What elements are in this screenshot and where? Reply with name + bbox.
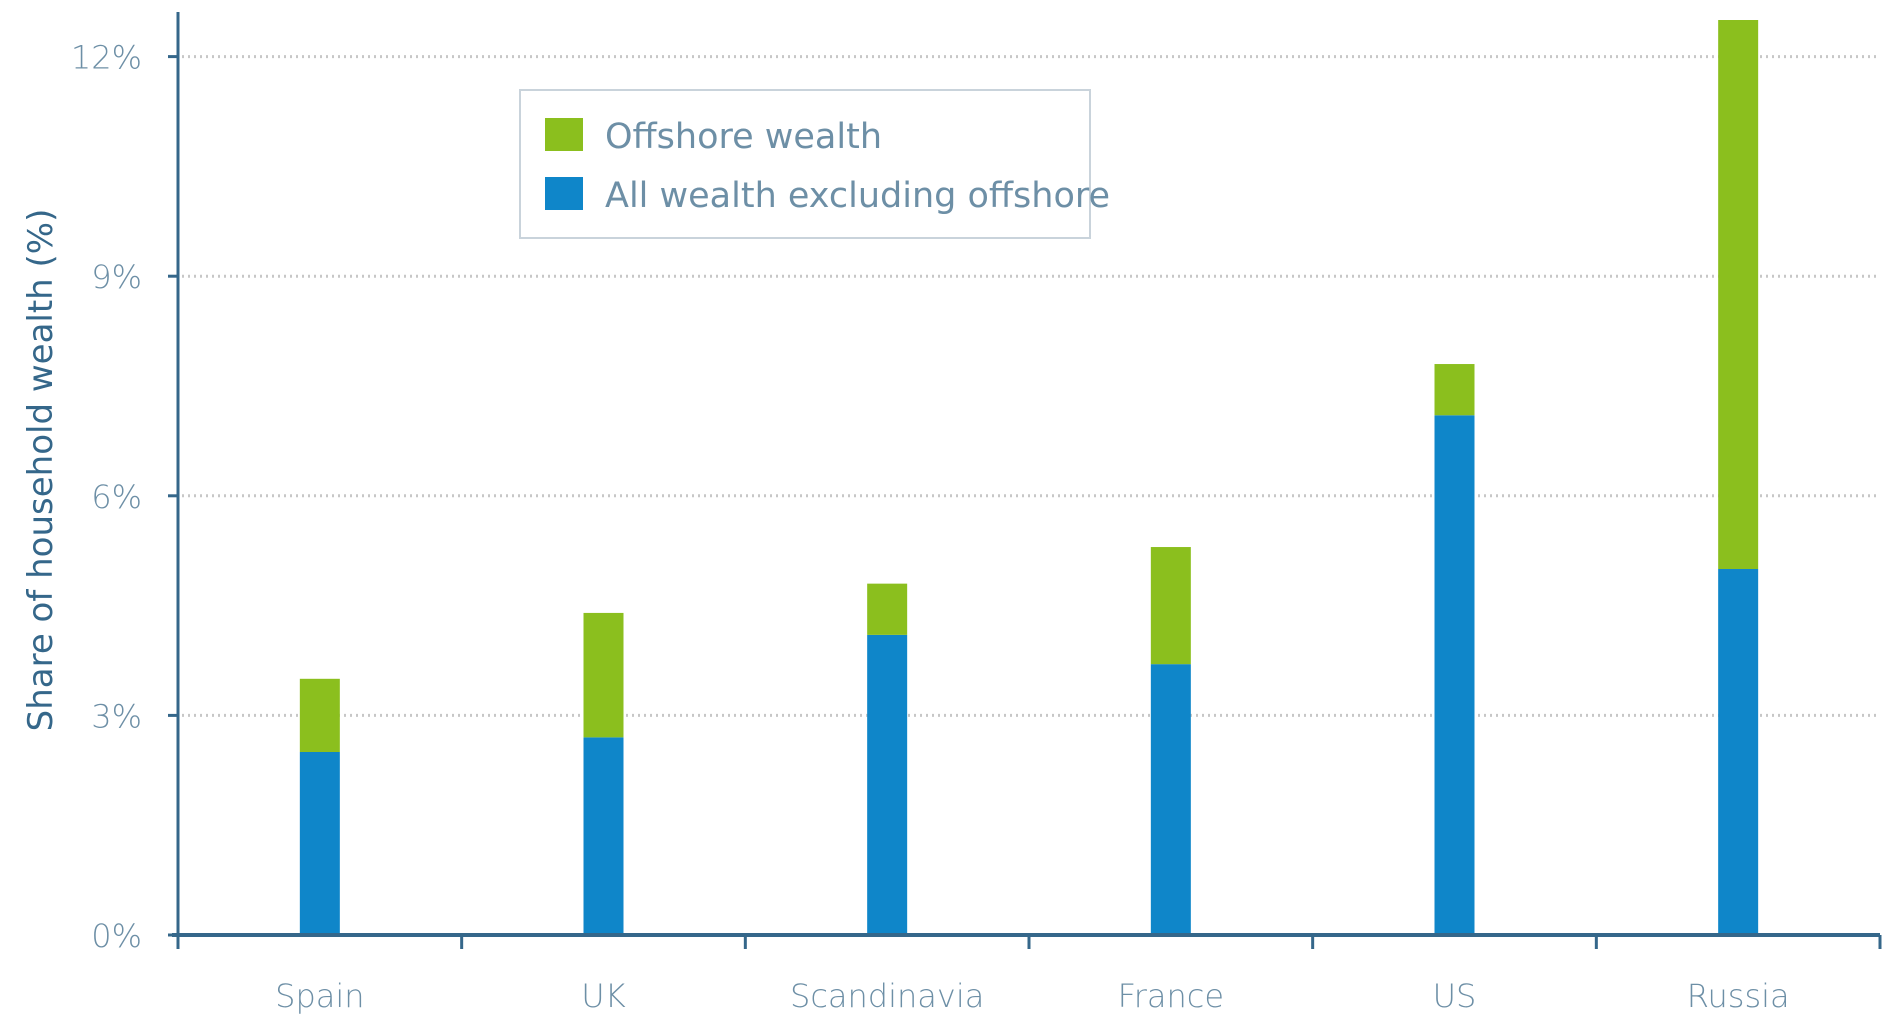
legend-swatch-offshore [545, 118, 583, 151]
bar-france-excluding-offshore [1150, 664, 1191, 935]
x-tick-label: US [1433, 977, 1477, 1015]
x-tick-label: Spain [275, 977, 364, 1015]
bar-uk-excluding-offshore [583, 737, 624, 935]
x-tick-label: Scandinavia [790, 977, 984, 1015]
axes [168, 12, 1882, 949]
legend-swatch-excluding-offshore [545, 177, 583, 210]
y-tick-label: 12% [71, 39, 142, 77]
y-tick-label: 0% [91, 917, 142, 955]
legend-label-excluding-offshore: All wealth excluding offshore [605, 176, 1110, 216]
y-tick-label: 9% [91, 258, 142, 296]
bar-spain-excluding-offshore [299, 752, 340, 935]
x-tick-label: Russia [1687, 977, 1790, 1015]
bar-us-offshore [1434, 364, 1475, 416]
y-axis-title: Share of household wealth (%) [21, 209, 61, 732]
x-tick-label: UK [581, 977, 625, 1015]
bar-uk-offshore [583, 612, 624, 738]
legend: Offshore wealth All wealth excluding off… [519, 89, 1110, 239]
x-tick-labels: Spain UK Scandinavia France US Russia [275, 977, 1789, 1015]
legend-box [519, 89, 1091, 239]
x-tick-label: France [1118, 977, 1224, 1015]
bar-russia-offshore [1718, 20, 1759, 569]
bar-scandinavia-offshore [867, 583, 908, 635]
legend-label-offshore: Offshore wealth [605, 117, 882, 157]
bars [299, 20, 1759, 935]
gridlines [182, 55, 1880, 717]
y-tick-label: 3% [91, 697, 142, 735]
y-tick-label: 6% [91, 478, 142, 516]
bar-scandinavia-excluding-offshore [867, 634, 908, 935]
y-tick-labels: 0% 3% 6% 9% 12% [71, 39, 142, 955]
bar-spain-offshore [299, 678, 340, 752]
bar-us-excluding-offshore [1434, 415, 1475, 935]
bar-russia-excluding-offshore [1718, 569, 1759, 935]
bar-france-offshore [1150, 547, 1191, 665]
